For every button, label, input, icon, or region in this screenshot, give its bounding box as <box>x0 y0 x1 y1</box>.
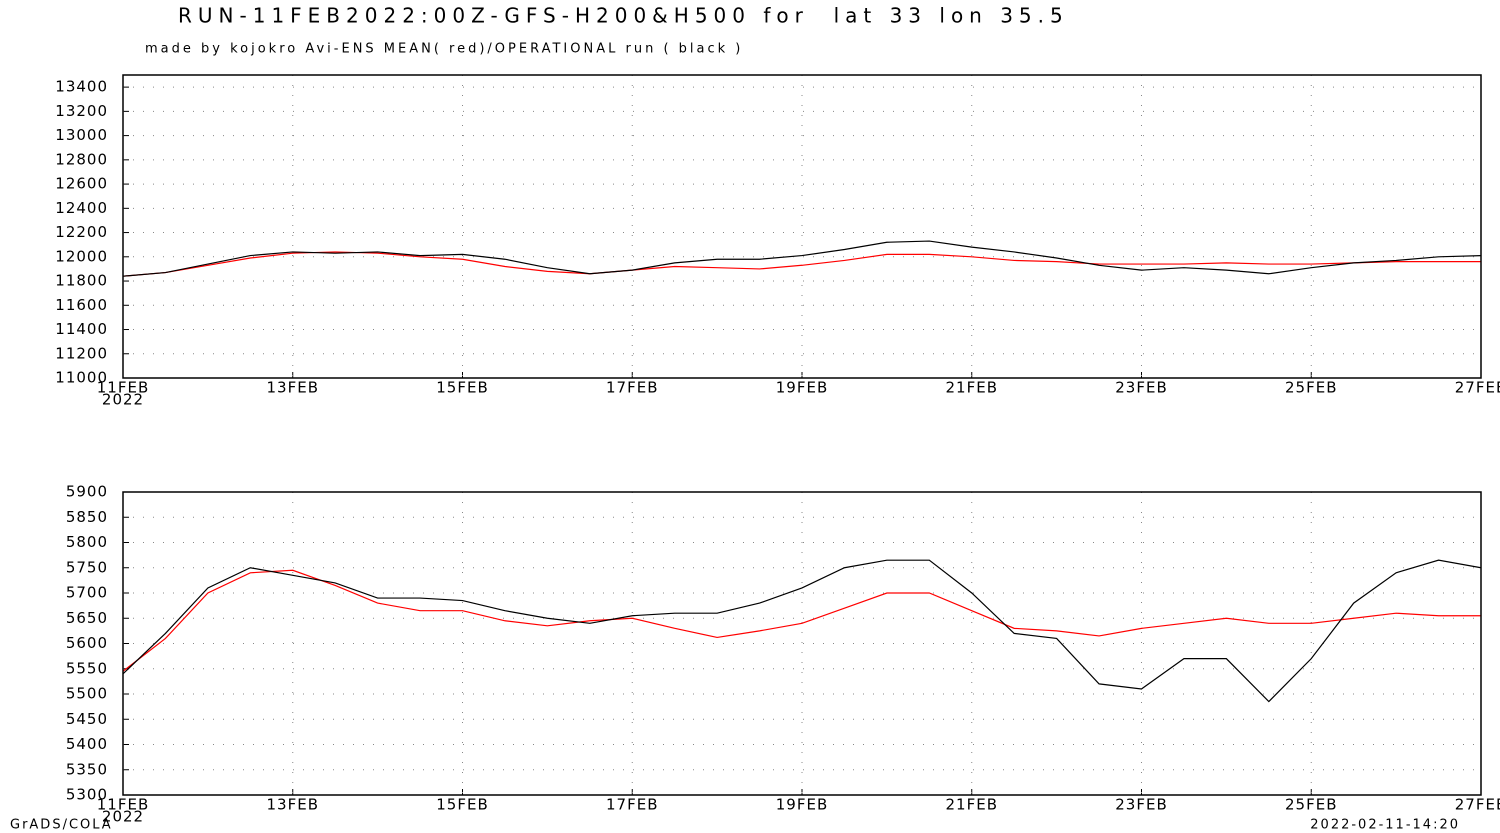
y-tick-label: 5800 <box>66 533 108 551</box>
y-tick-label: 5750 <box>66 558 108 576</box>
x-tick-label: 27FEB <box>1455 379 1500 397</box>
x-tick-label: 27FEB <box>1455 796 1500 814</box>
year-label: 2022 <box>102 808 144 826</box>
footer-left: GrADS/COLA <box>10 818 113 833</box>
x-tick-label: 21FEB <box>946 796 998 814</box>
y-tick-label: 11600 <box>55 296 108 314</box>
y-tick-label: 5850 <box>66 508 108 526</box>
y-tick-label: 11800 <box>55 272 108 290</box>
x-tick-label: 11FEB <box>97 796 149 814</box>
y-tick-label: 13000 <box>55 126 108 144</box>
x-tick-label: 17FEB <box>606 379 658 397</box>
y-tick-label: 5400 <box>66 735 108 753</box>
series-line <box>122 240 1482 277</box>
series-line <box>122 559 1482 703</box>
y-tick-label: 13200 <box>55 102 108 120</box>
y-tick-label: 11400 <box>55 320 108 338</box>
x-tick-label: 19FEB <box>776 379 828 397</box>
footer-right: 2022-02-11-14:20 <box>1310 818 1460 833</box>
y-tick-label: 12000 <box>55 247 108 265</box>
x-tick-label: 23FEB <box>1115 796 1167 814</box>
x-tick-label: 21FEB <box>946 379 998 397</box>
y-tick-label: 11200 <box>55 344 108 362</box>
x-tick-label: 23FEB <box>1115 379 1167 397</box>
y-tick-label: 5450 <box>66 710 108 728</box>
y-tick-label: 5900 <box>66 483 108 501</box>
y-tick-label: 5600 <box>66 634 108 652</box>
year-label: 2022 <box>102 391 144 409</box>
subtitle: made by kojokro Avi-ENS MEAN( red)/OPERA… <box>145 42 743 57</box>
y-tick-label: 13400 <box>55 78 108 96</box>
x-tick-label: 19FEB <box>776 796 828 814</box>
x-tick-label: 11FEB <box>97 379 149 397</box>
y-tick-label: 5650 <box>66 609 108 627</box>
y-tick-label: 5350 <box>66 760 108 778</box>
y-tick-label: 12400 <box>55 199 108 217</box>
y-tick-label: 12600 <box>55 175 108 193</box>
x-tick-label: 25FEB <box>1285 379 1337 397</box>
x-tick-label: 17FEB <box>606 796 658 814</box>
series-line <box>122 569 1481 672</box>
y-tick-label: 5300 <box>66 786 108 804</box>
x-tick-label: 15FEB <box>436 796 488 814</box>
x-tick-label: 25FEB <box>1285 796 1337 814</box>
y-tick-label: 5700 <box>66 584 108 602</box>
y-tick-label: 5500 <box>66 685 108 703</box>
y-tick-label: 12200 <box>55 223 108 241</box>
y-tick-label: 11000 <box>55 369 108 387</box>
x-tick-label: 15FEB <box>436 379 488 397</box>
y-tick-label: 12800 <box>55 150 108 168</box>
x-tick-label: 13FEB <box>267 796 319 814</box>
x-tick-label: 13FEB <box>267 379 319 397</box>
title: RUN-11FEB2022:00Z-GFS-H200&H500 for lat … <box>178 4 1069 28</box>
y-tick-label: 5550 <box>66 659 108 677</box>
plot-frame <box>122 491 1482 796</box>
plot-frame <box>122 74 1482 379</box>
